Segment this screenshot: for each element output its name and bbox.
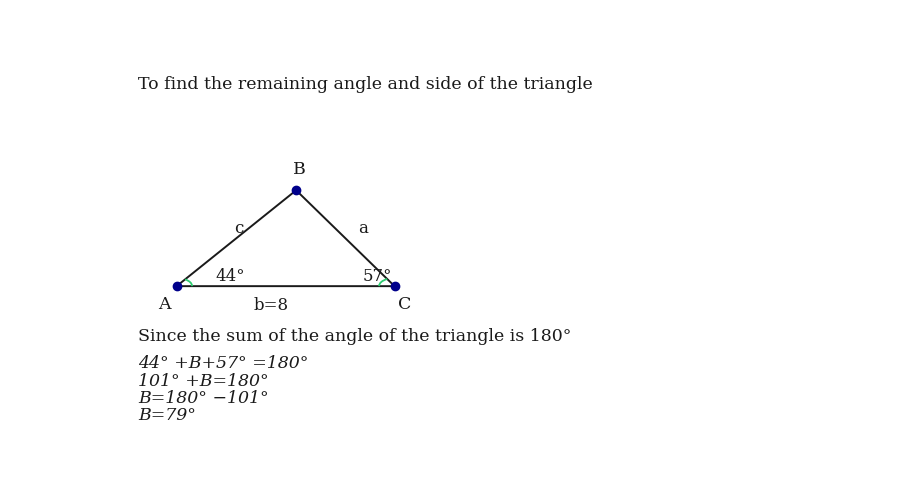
Text: B: B	[293, 161, 306, 179]
Text: B=79°: B=79°	[138, 408, 196, 424]
Text: B=180° −101°: B=180° −101°	[138, 390, 268, 407]
Text: 44° +B+57° =180°: 44° +B+57° =180°	[138, 355, 308, 372]
Text: Since the sum of the angle of the triangle is 180°: Since the sum of the angle of the triang…	[138, 328, 571, 345]
Text: C: C	[398, 296, 412, 313]
Text: 101° +B=180°: 101° +B=180°	[138, 373, 268, 390]
Text: 57°: 57°	[363, 268, 393, 285]
Text: a: a	[358, 220, 368, 238]
Text: 44°: 44°	[215, 268, 245, 285]
Text: A: A	[158, 296, 171, 313]
Text: c: c	[234, 220, 243, 238]
Text: To find the remaining angle and side of the triangle: To find the remaining angle and side of …	[138, 76, 593, 93]
Text: b=8: b=8	[254, 297, 289, 314]
